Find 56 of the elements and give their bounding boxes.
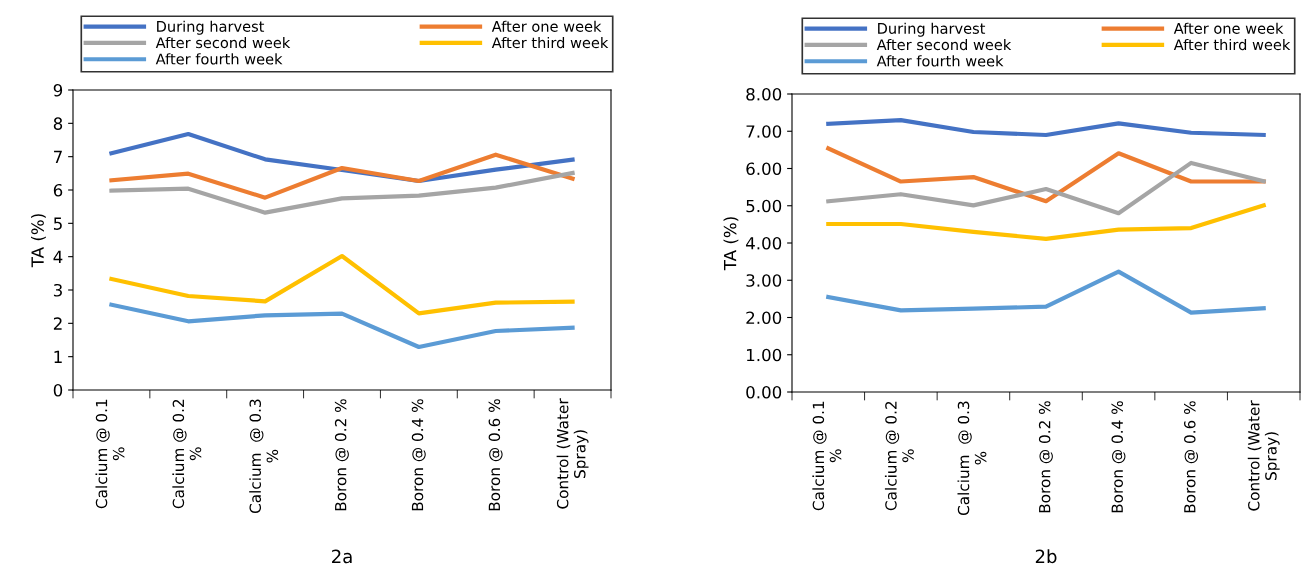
y-tick-label: 0 [53, 383, 63, 397]
x-tick-label: Boron @ 0.4 % [411, 399, 426, 511]
y-tick-label: 1 [54, 350, 62, 363]
line-series [826, 117, 1266, 138]
line-series [109, 302, 575, 350]
y-tick-label: 7.00 [746, 125, 782, 138]
legend-label: During harvest [878, 22, 986, 37]
legend-label: After third week [491, 36, 609, 49]
y-tick-label: 8 [53, 117, 63, 130]
y-tick-label: 0.00 [746, 385, 782, 399]
x-tick-label: Calcium @ 0.2 % [172, 399, 202, 509]
line-series [826, 203, 1266, 241]
x-tick-label: Calcium @ 0.2 % [884, 401, 914, 511]
x-tick-label: Boron @ 0.6 % [1184, 401, 1199, 513]
x-tick-label: Calcium @ 0.1 % [812, 401, 842, 511]
legend-label: During harvest [157, 20, 265, 35]
x-tick-label: Boron @ 0.2 % [1038, 401, 1053, 513]
y-tick-label: 4 [53, 250, 63, 263]
x-tick-label: Control (Water Spray) [556, 398, 589, 509]
y-tick-label: 7 [54, 150, 62, 163]
legend-label: After fourth week [876, 55, 1004, 67]
y-tick-label: 3.00 [746, 274, 782, 287]
y-tick-label: 3 [53, 283, 62, 297]
x-tick-label: Calcium @ 0.1 % [95, 399, 125, 509]
y-tick-label: 6 [53, 183, 63, 197]
legend-label: After second week [876, 38, 1012, 51]
line-series [826, 146, 1266, 204]
x-tick-label: Boron @ 0.2 % [334, 399, 349, 511]
line-series [109, 152, 575, 200]
y-tick-label: 2 [53, 317, 62, 330]
x-tick-label: Boron @ 0.6 % [488, 399, 503, 511]
y-axis-title: TA (%) [723, 217, 739, 271]
line-series [109, 170, 575, 215]
line-series [109, 253, 575, 316]
y-tick-label: 6.00 [746, 162, 782, 176]
legend-label: After second week [155, 36, 291, 49]
line-series [826, 269, 1266, 315]
x-tick-label: Calcium @ 0.3 % [957, 401, 987, 516]
y-tick-label: 4.00 [745, 236, 782, 250]
y-tick-label: 2.00 [746, 311, 782, 325]
x-tick-label: Boron @ 0.4 % [1111, 401, 1126, 513]
y-tick-label: 1.00 [747, 348, 782, 362]
y-tick-label: 5.00 [746, 199, 782, 213]
legend-label: After one week [1173, 22, 1284, 34]
x-tick-label: Calcium @ 0.3 % [249, 399, 279, 514]
y-tick-label: 9 [53, 83, 63, 97]
text: 2a [332, 549, 352, 564]
y-tick-label: 5 [53, 217, 62, 230]
x-tick-label: Control (Water Spray) [1247, 400, 1280, 511]
legend-label: After third week [1173, 38, 1291, 51]
legend-label: After one week [491, 20, 602, 32]
line-series [826, 160, 1266, 216]
legend-label: After fourth week [155, 53, 283, 65]
y-axis-title: TA (%) [31, 214, 46, 268]
y-tick-label: 8.00 [746, 87, 782, 101]
text: 2b [1035, 549, 1057, 564]
